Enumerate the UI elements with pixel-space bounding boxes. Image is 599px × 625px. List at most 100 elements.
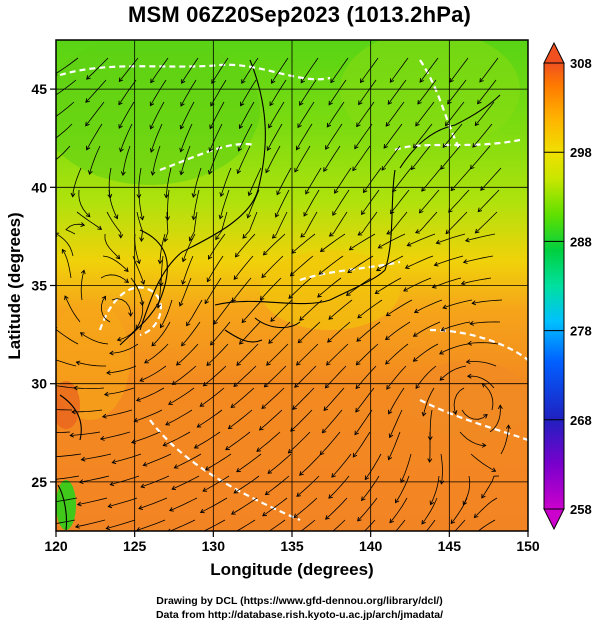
streamline-arrowhead — [268, 123, 273, 129]
streamline — [325, 497, 348, 520]
streamline-arrowhead — [442, 143, 448, 148]
streamline — [422, 387, 435, 416]
colorbar-bottom-arrow — [543, 508, 565, 531]
streamline — [215, 211, 228, 240]
streamline-arrowhead — [149, 147, 155, 153]
streamline-arrowhead — [323, 167, 328, 173]
streamline — [454, 519, 466, 531]
streamline-arrowhead — [156, 303, 161, 309]
streamline-arrowhead — [103, 391, 109, 397]
streamline-arrowhead — [202, 381, 208, 387]
streamline — [288, 277, 312, 299]
streamline — [56, 409, 73, 411]
streamline-arrowhead — [276, 190, 281, 196]
streamline — [138, 497, 168, 509]
streamline-arrowhead — [415, 121, 420, 127]
streamline-arrowhead — [357, 516, 362, 522]
pressure-contours — [59, 59, 528, 522]
streamline-arrowhead — [483, 414, 488, 419]
streamline — [389, 57, 409, 83]
streamline-arrowhead — [294, 383, 299, 388]
streamline — [352, 145, 371, 171]
streamline — [477, 79, 497, 104]
streamline — [56, 328, 79, 345]
streamline — [267, 123, 283, 151]
streamline-arrowhead — [292, 405, 297, 410]
streamline — [482, 383, 494, 411]
streamline-arrowhead — [287, 448, 293, 454]
streamline-arrowhead — [295, 361, 301, 366]
streamline-arrowhead — [261, 404, 266, 409]
streamline — [275, 189, 290, 218]
streamline — [80, 270, 85, 301]
streamline-arrowhead — [106, 370, 111, 376]
colorbar-tick-label: 278 — [570, 324, 592, 339]
streamlines — [46, 57, 511, 536]
streamline-arrowhead — [242, 234, 247, 239]
streamline-arrowhead — [101, 413, 107, 419]
streamline — [361, 189, 380, 215]
streamline — [357, 211, 378, 236]
streamline — [199, 387, 225, 407]
streamline — [108, 497, 138, 507]
streamline-arrowhead — [327, 338, 332, 343]
streamline — [112, 453, 142, 463]
streamline-arrowhead — [215, 235, 220, 241]
streamline — [179, 277, 192, 307]
streamline-arrowhead — [447, 99, 452, 105]
streamline — [235, 233, 256, 258]
streamline — [186, 299, 203, 326]
streamline — [159, 233, 166, 264]
streamline-arrowhead — [469, 320, 474, 326]
streamline — [352, 431, 371, 458]
streamline — [259, 409, 283, 431]
streamline — [102, 255, 129, 272]
streamline — [261, 255, 284, 278]
streamline-arrowhead — [374, 289, 380, 294]
streamline — [439, 365, 467, 381]
streamline-arrowhead — [418, 208, 424, 214]
streamline-arrowhead — [383, 144, 388, 149]
streamline-arrowhead — [465, 359, 471, 365]
streamline — [388, 387, 405, 414]
streamline-arrowhead — [258, 425, 264, 431]
streamline-arrowhead — [74, 523, 80, 529]
streamline-arrowhead — [299, 316, 304, 321]
lat-tick-label: 35 — [31, 278, 47, 294]
streamline-arrowhead — [193, 444, 199, 449]
streamline-arrowhead — [466, 373, 472, 379]
streamline — [298, 321, 321, 343]
streamline — [205, 453, 232, 471]
streamline-arrowhead — [128, 312, 133, 317]
streamline-arrowhead — [150, 171, 156, 176]
streamline-arrowhead — [233, 489, 239, 494]
streamline-arrowhead — [139, 215, 145, 221]
streamline — [72, 167, 82, 197]
streamline-arrowhead — [325, 145, 330, 150]
streamline — [219, 189, 230, 219]
streamline — [357, 299, 383, 319]
streamline-arrowhead — [64, 295, 69, 301]
streamline-arrowhead — [46, 523, 50, 527]
streamline — [383, 123, 403, 149]
streamline — [76, 211, 102, 230]
streamline-arrowhead — [270, 317, 275, 322]
streamline — [395, 519, 406, 531]
streamline-arrowhead — [229, 532, 233, 536]
streamline-arrowhead — [403, 287, 408, 292]
streamline-arrowhead — [395, 498, 400, 504]
streamline — [414, 299, 443, 313]
streamline — [203, 365, 227, 387]
map-title: MSM 06Z20Sep2023 (1013.2hPa) — [127, 2, 472, 27]
streamline-arrowhead — [295, 145, 301, 151]
streamline-arrowhead — [61, 248, 67, 254]
streamline-arrowhead — [362, 188, 368, 194]
streamline-arrowhead — [328, 315, 333, 320]
streamline-arrowhead — [325, 360, 331, 366]
colorbar-tick-label: 288 — [570, 234, 592, 249]
streamline — [237, 145, 251, 174]
streamline — [419, 57, 439, 83]
streamline-arrowhead — [73, 385, 78, 391]
streamline — [334, 167, 352, 194]
